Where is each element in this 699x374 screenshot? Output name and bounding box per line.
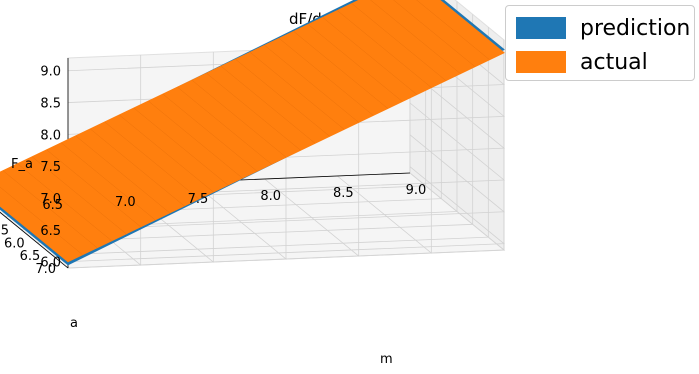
y-axis-label: a	[70, 316, 78, 331]
mesh-line	[370, 0, 461, 74]
grid-line-a	[36, 14, 474, 243]
mesh-line	[46, 149, 141, 228]
mesh-line	[393, 0, 476, 67]
legend-item-actual: actual	[516, 47, 648, 77]
mesh-line	[119, 114, 214, 193]
mesh-line	[337, 10, 432, 88]
y-tick-label: 6.0	[4, 236, 25, 251]
surface-actual	[0, 0, 505, 263]
mesh-line	[235, 59, 330, 137]
z-axis-label: F_a	[11, 157, 33, 172]
surfaces	[0, 0, 505, 266]
tick-labels: 6.06.57.07.58.08.59.04.04.55.05.56.06.57…	[0, 65, 426, 277]
z-tick-label: 8.5	[40, 97, 61, 112]
x-tick-label: 8.5	[333, 186, 354, 201]
legend-item-prediction: prediction	[516, 13, 690, 43]
mesh-line	[308, 24, 403, 102]
mesh-line	[61, 142, 156, 221]
mesh-line	[75, 135, 170, 214]
y-axis-line	[0, 211, 69, 269]
legend-label-prediction: prediction	[580, 15, 691, 41]
mesh-line	[17, 163, 112, 241]
x-tick-label: 8.0	[260, 189, 281, 204]
mesh-line	[104, 121, 199, 200]
mesh-line	[0, 186, 83, 255]
y-tick-label: 6.5	[20, 249, 41, 264]
mesh-line	[31, 156, 127, 234]
mesh-line	[249, 52, 345, 130]
mesh-line	[148, 100, 243, 179]
z-tick-label: 8.0	[40, 128, 61, 143]
legend-swatch-prediction	[516, 17, 566, 39]
z-tick-label: 6.0	[40, 256, 61, 271]
mesh-line	[220, 66, 316, 144]
z-tick-label: 7.0	[40, 192, 61, 207]
grid-line-a	[52, 27, 489, 256]
mesh-line	[322, 17, 417, 95]
mesh-line	[206, 73, 301, 151]
mesh-line	[293, 31, 388, 109]
grid-line-a	[67, 40, 505, 269]
grid-line-z	[67, 166, 506, 263]
mesh-line	[177, 86, 272, 165]
x-tick-label: 6.5	[42, 198, 63, 213]
z-tick-label: 9.0	[40, 65, 61, 80]
x-tick-label: 7.5	[188, 192, 209, 207]
z-tick-label: 7.5	[40, 160, 61, 175]
legend-label-actual: actual	[580, 49, 648, 75]
mesh-line	[264, 45, 359, 123]
grid-line-z	[67, 134, 506, 231]
mesh-line	[2, 170, 98, 248]
x-axis-label: m	[380, 352, 393, 367]
mesh-line	[191, 79, 287, 158]
mesh-line	[162, 93, 258, 172]
y-tick-label: 5.5	[0, 224, 9, 239]
x-tick-label: 7.0	[115, 195, 136, 210]
legend: prediction actual	[505, 5, 695, 81]
mesh-line	[416, 0, 490, 60]
mesh-line	[90, 128, 185, 207]
legend-swatch-actual	[516, 51, 566, 73]
mesh-line	[351, 3, 447, 81]
x-tick-label: 9.0	[406, 183, 427, 198]
mesh-line	[279, 38, 374, 116]
mesh-line	[133, 107, 229, 186]
z-tick-label: 6.5	[40, 224, 61, 239]
y-tick-label: 7.0	[35, 262, 56, 277]
